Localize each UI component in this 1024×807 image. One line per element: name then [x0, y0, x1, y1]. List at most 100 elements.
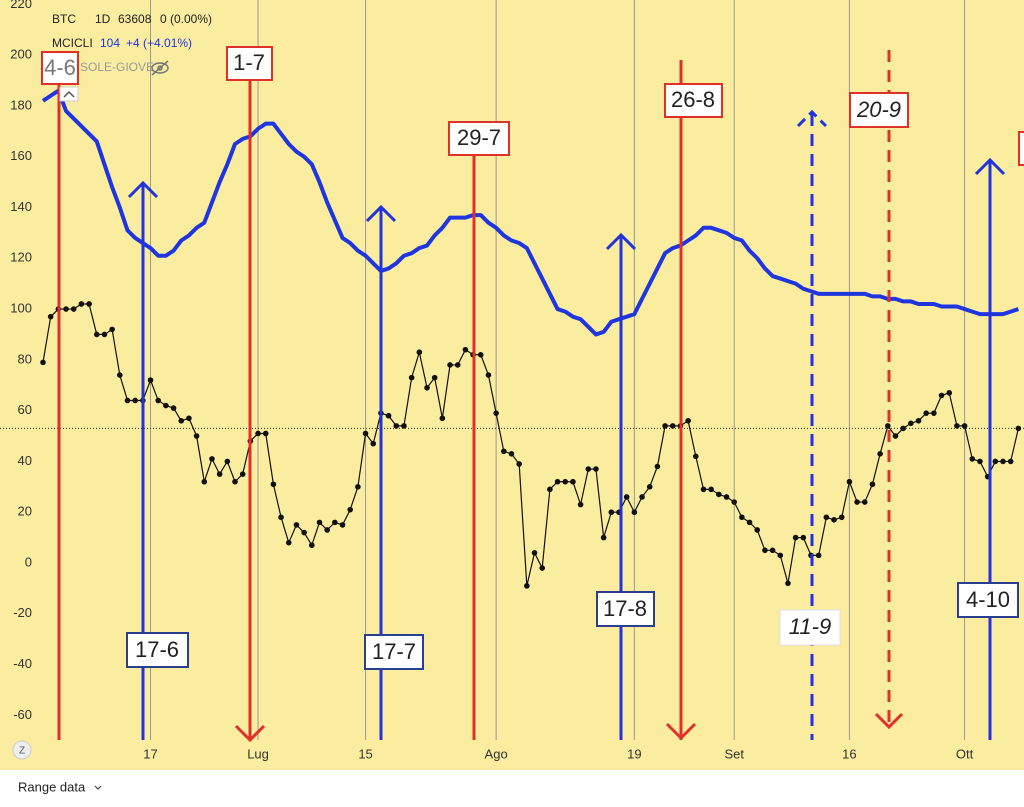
data-point — [1000, 458, 1006, 465]
data-point — [109, 326, 115, 333]
data-point — [193, 433, 200, 439]
data-point — [408, 374, 415, 381]
data-point — [309, 542, 315, 549]
data-point — [961, 423, 968, 429]
data-point — [539, 565, 545, 571]
annotation-label: 17-6 — [135, 637, 179, 662]
data-point — [117, 372, 123, 378]
data-point — [792, 534, 799, 541]
symbol: BTC — [52, 12, 76, 26]
x-tick-label: 17 — [143, 746, 157, 761]
data-point — [347, 506, 354, 513]
data-point — [447, 362, 453, 368]
data-point — [915, 417, 922, 424]
data-point — [332, 519, 338, 526]
data-point — [132, 397, 138, 404]
zoom-button[interactable]: Z — [12, 740, 32, 760]
label-box — [779, 609, 841, 646]
arrow-head — [605, 232, 637, 251]
collapse-button[interactable] — [59, 86, 79, 102]
data-point — [462, 346, 469, 353]
data-point — [977, 458, 983, 465]
data-point — [101, 331, 108, 338]
x-tick-label: Lug — [247, 746, 269, 761]
data-point — [885, 423, 891, 429]
x-tick-label: Ott — [956, 746, 974, 761]
arrow-head — [974, 157, 1006, 176]
data-point — [800, 534, 807, 541]
arrow-head — [796, 109, 828, 128]
data-point — [669, 423, 676, 429]
data-point — [285, 539, 292, 546]
data-point — [501, 448, 507, 455]
data-point — [746, 519, 753, 526]
label-box — [849, 92, 909, 128]
data-point — [201, 478, 208, 485]
data-point — [232, 478, 238, 485]
data-point — [570, 478, 576, 485]
data-point — [255, 430, 261, 437]
data-point — [78, 301, 85, 307]
x-tick-label: Set — [724, 746, 744, 761]
data-point — [815, 552, 822, 559]
data-point — [485, 372, 492, 378]
data-point — [439, 415, 446, 422]
data-point — [869, 481, 876, 488]
data-point — [623, 494, 630, 500]
data-point — [262, 430, 269, 437]
data-point — [324, 527, 330, 533]
data-point — [186, 415, 192, 422]
label-box — [126, 632, 189, 668]
data-point — [63, 306, 69, 312]
arrow-head — [874, 712, 904, 730]
data-point — [355, 484, 361, 490]
data-point — [47, 313, 54, 320]
data-point — [608, 509, 615, 516]
annotation-label: 1-7 — [233, 50, 265, 75]
data-point — [731, 499, 737, 505]
data-point — [547, 486, 553, 493]
chevron-icon — [63, 90, 75, 98]
data-point — [831, 517, 837, 523]
data-point — [86, 301, 92, 307]
x-tick-label: 19 — [627, 746, 641, 761]
label-box — [1018, 131, 1024, 166]
data-point — [654, 463, 661, 470]
label-box — [364, 634, 424, 670]
indicator-value: 104 — [100, 36, 120, 50]
annotation-label: 20-9 — [856, 97, 901, 122]
data-point — [393, 423, 400, 429]
y-tick-label: 200 — [10, 47, 32, 62]
data-point — [554, 478, 561, 485]
eye-off-icon[interactable] — [151, 60, 169, 76]
price-change: 0 (0.00%) — [160, 12, 212, 26]
arrow-head — [365, 204, 397, 223]
data-point — [293, 522, 300, 528]
data-point — [516, 461, 522, 467]
data-point — [209, 456, 215, 462]
price: 63608 — [118, 12, 152, 26]
data-point — [861, 499, 868, 505]
label-box — [41, 51, 79, 85]
data-point — [316, 519, 323, 526]
data-point — [239, 471, 246, 477]
annotation-label: 4-6 — [44, 55, 76, 80]
annotation-label: 17-7 — [372, 639, 416, 664]
y-tick-label: -20 — [13, 605, 32, 620]
data-point — [416, 349, 423, 356]
y-tick-label: -40 — [13, 656, 32, 671]
y-tick-label: 140 — [10, 199, 32, 214]
y-tick-label: 80 — [18, 351, 32, 366]
x-tick-label: 16 — [842, 746, 856, 761]
range-button[interactable]: Range data — [18, 779, 102, 794]
data-point — [508, 451, 515, 457]
y-tick-label: 160 — [10, 148, 32, 163]
data-point — [769, 547, 776, 554]
y-tick-label: 220 — [10, 0, 32, 11]
arrow-head — [665, 722, 697, 741]
data-point — [762, 547, 768, 554]
data-point — [301, 529, 307, 536]
data-point — [385, 412, 392, 419]
